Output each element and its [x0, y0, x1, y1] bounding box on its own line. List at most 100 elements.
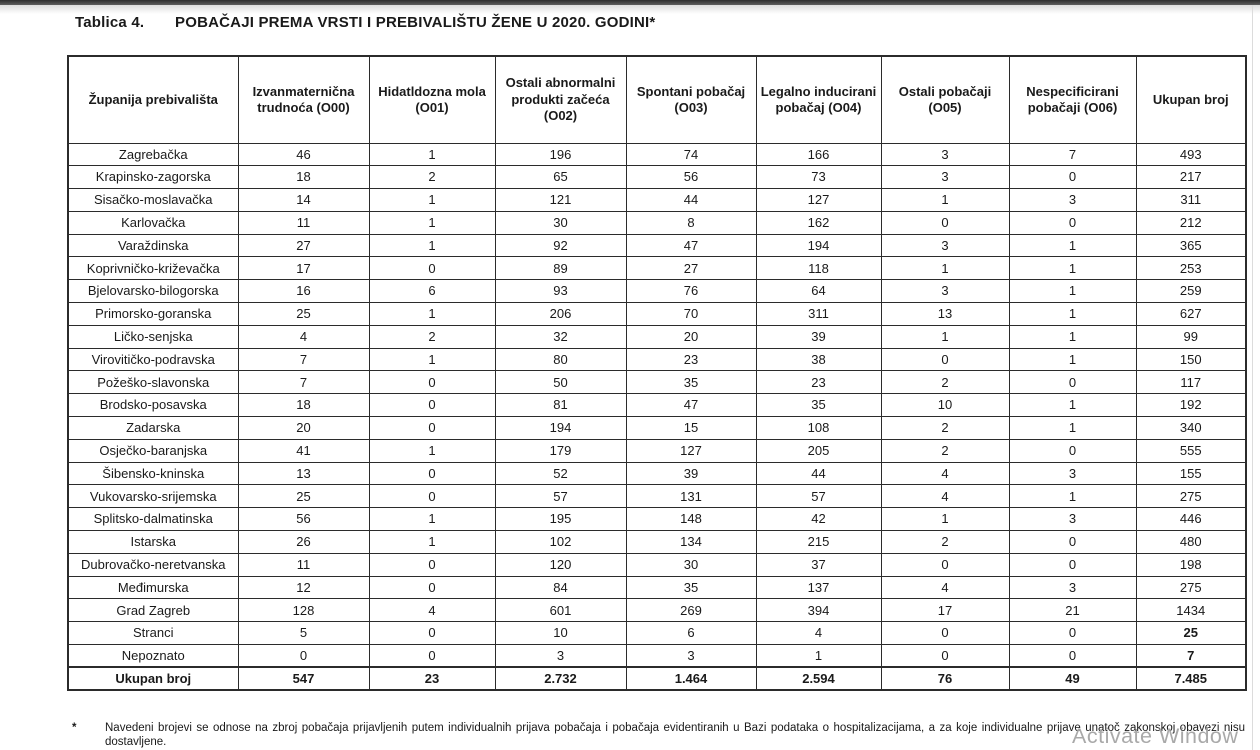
value-cell: 13 [237, 461, 370, 486]
value-cell: 18 [237, 393, 370, 418]
value-cell: 44 [755, 461, 882, 486]
county-cell: Sisačko-moslavačka [67, 188, 239, 212]
value-cell: 137 [755, 575, 882, 600]
value-cell: 194 [494, 416, 627, 440]
value-cell: 275 [1135, 484, 1247, 509]
value-cell: 73 [755, 165, 882, 190]
column-header-7: Nespecificirani pobačaji (O06) [1008, 55, 1137, 144]
value-cell: 20 [237, 416, 370, 440]
value-cell: 20 [625, 324, 757, 349]
column-header-3: Ostali abnormalni produkti začeća (O02) [494, 55, 627, 144]
value-cell: 0 [368, 621, 496, 646]
value-cell: 6 [368, 279, 496, 304]
value-cell: 275 [1135, 575, 1247, 600]
value-cell: 1 [880, 188, 1010, 212]
value-cell: 13 [880, 302, 1010, 326]
value-cell: 1 [1008, 484, 1137, 509]
value-cell: 6 [625, 621, 757, 646]
value-cell: 16 [237, 279, 370, 304]
value-cell: 1 [755, 644, 882, 668]
value-cell: 1 [1008, 416, 1137, 440]
value-cell: 21 [1008, 598, 1137, 623]
value-cell: 1 [368, 210, 496, 235]
table-row: Zadarska 20 0 194 15 108 2 1 340 [67, 416, 1247, 440]
value-cell: 0 [368, 461, 496, 486]
value-cell: 49 [1008, 666, 1137, 691]
county-cell: Karlovačka [67, 210, 239, 235]
column-header-0: Županija prebivališta [67, 55, 239, 144]
activate-windows-watermark: Activate Window [1072, 724, 1239, 748]
value-cell: 269 [625, 598, 757, 623]
value-cell: 1 [1008, 233, 1137, 258]
value-cell: 46 [237, 142, 370, 167]
table-row: Nepoznato 0 0 3 3 1 0 0 7 [67, 644, 1247, 668]
value-cell: 205 [755, 438, 882, 463]
county-cell: Koprivničko-križevačka [67, 256, 239, 281]
value-cell: 32 [494, 324, 627, 349]
value-cell: 198 [1135, 552, 1247, 577]
value-cell: 3 [1008, 507, 1137, 532]
value-cell: 99 [1135, 324, 1247, 349]
value-cell: 547 [237, 666, 370, 691]
value-cell: 0 [368, 256, 496, 281]
value-cell: 23 [625, 347, 757, 372]
table-row: Koprivničko-križevačka 17 0 89 27 118 1 1 253 [67, 256, 1247, 281]
county-cell: Ukupan broj [67, 666, 239, 691]
value-cell: 30 [494, 210, 627, 235]
value-cell: 128 [237, 598, 370, 623]
county-cell: Splitsko-dalmatinska [67, 507, 239, 532]
table-row: Stranci 5 0 10 6 4 0 0 25 [67, 621, 1247, 646]
value-cell: 2.594 [755, 666, 882, 691]
value-cell: 0 [368, 552, 496, 577]
value-cell: 2 [368, 324, 496, 349]
column-header-5: Legalno inducirani pobačaj (O04) [755, 55, 882, 144]
value-cell: 52 [494, 461, 627, 486]
county-cell: Zagrebačka [67, 142, 239, 167]
value-cell: 0 [880, 644, 1010, 668]
footnote-marker: * [72, 722, 77, 734]
value-cell: 2 [880, 370, 1010, 395]
value-cell: 25 [1135, 621, 1247, 646]
county-cell: Zadarska [67, 416, 239, 440]
value-cell: 1 [1008, 279, 1137, 304]
county-cell: Istarska [67, 530, 239, 554]
value-cell: 27 [237, 233, 370, 258]
value-cell: 0 [1008, 621, 1137, 646]
value-cell: 1 [368, 233, 496, 258]
value-cell: 7.485 [1135, 666, 1247, 691]
value-cell: 10 [880, 393, 1010, 418]
value-cell: 7 [237, 370, 370, 395]
value-cell: 120 [494, 552, 627, 577]
county-cell: Osječko-baranjska [67, 438, 239, 463]
county-cell: Međimurska [67, 575, 239, 600]
value-cell: 148 [625, 507, 757, 532]
value-cell: 1 [1008, 347, 1137, 372]
value-cell: 76 [625, 279, 757, 304]
value-cell: 493 [1135, 142, 1247, 167]
table-row: Vukovarsko-srijemska 25 0 57 131 57 4 1 275 [67, 484, 1247, 509]
value-cell: 35 [755, 393, 882, 418]
value-cell: 23 [755, 370, 882, 395]
table-row: Krapinsko-zagorska 18 2 65 56 73 3 0 217 [67, 165, 1247, 190]
county-cell: Grad Zagreb [67, 598, 239, 623]
value-cell: 11 [237, 552, 370, 577]
abortions-by-county-table: Županija prebivališta Izvanmaternična tru… [67, 55, 1247, 692]
value-cell: 25 [237, 484, 370, 509]
value-cell: 340 [1135, 416, 1247, 440]
value-cell: 30 [625, 552, 757, 577]
value-cell: 64 [755, 279, 882, 304]
value-cell: 1 [368, 438, 496, 463]
value-cell: 42 [755, 507, 882, 532]
value-cell: 2.732 [494, 666, 627, 691]
value-cell: 117 [1135, 370, 1247, 395]
county-cell: Požeško-slavonska [67, 370, 239, 395]
table-row: Primorsko-goranska 25 1 206 70 311 13 1 627 [67, 302, 1247, 326]
value-cell: 38 [755, 347, 882, 372]
value-cell: 1 [880, 324, 1010, 349]
footnote: * Navedeni brojevi se odnose na zbroj po… [67, 721, 1245, 749]
value-cell: 1 [368, 507, 496, 532]
table-row: Ličko-senjska 4 2 32 20 39 1 1 99 [67, 324, 1247, 349]
value-cell: 10 [494, 621, 627, 646]
table-row: Šibensko-kninska 13 0 52 39 44 4 3 155 [67, 461, 1247, 486]
value-cell: 56 [625, 165, 757, 190]
